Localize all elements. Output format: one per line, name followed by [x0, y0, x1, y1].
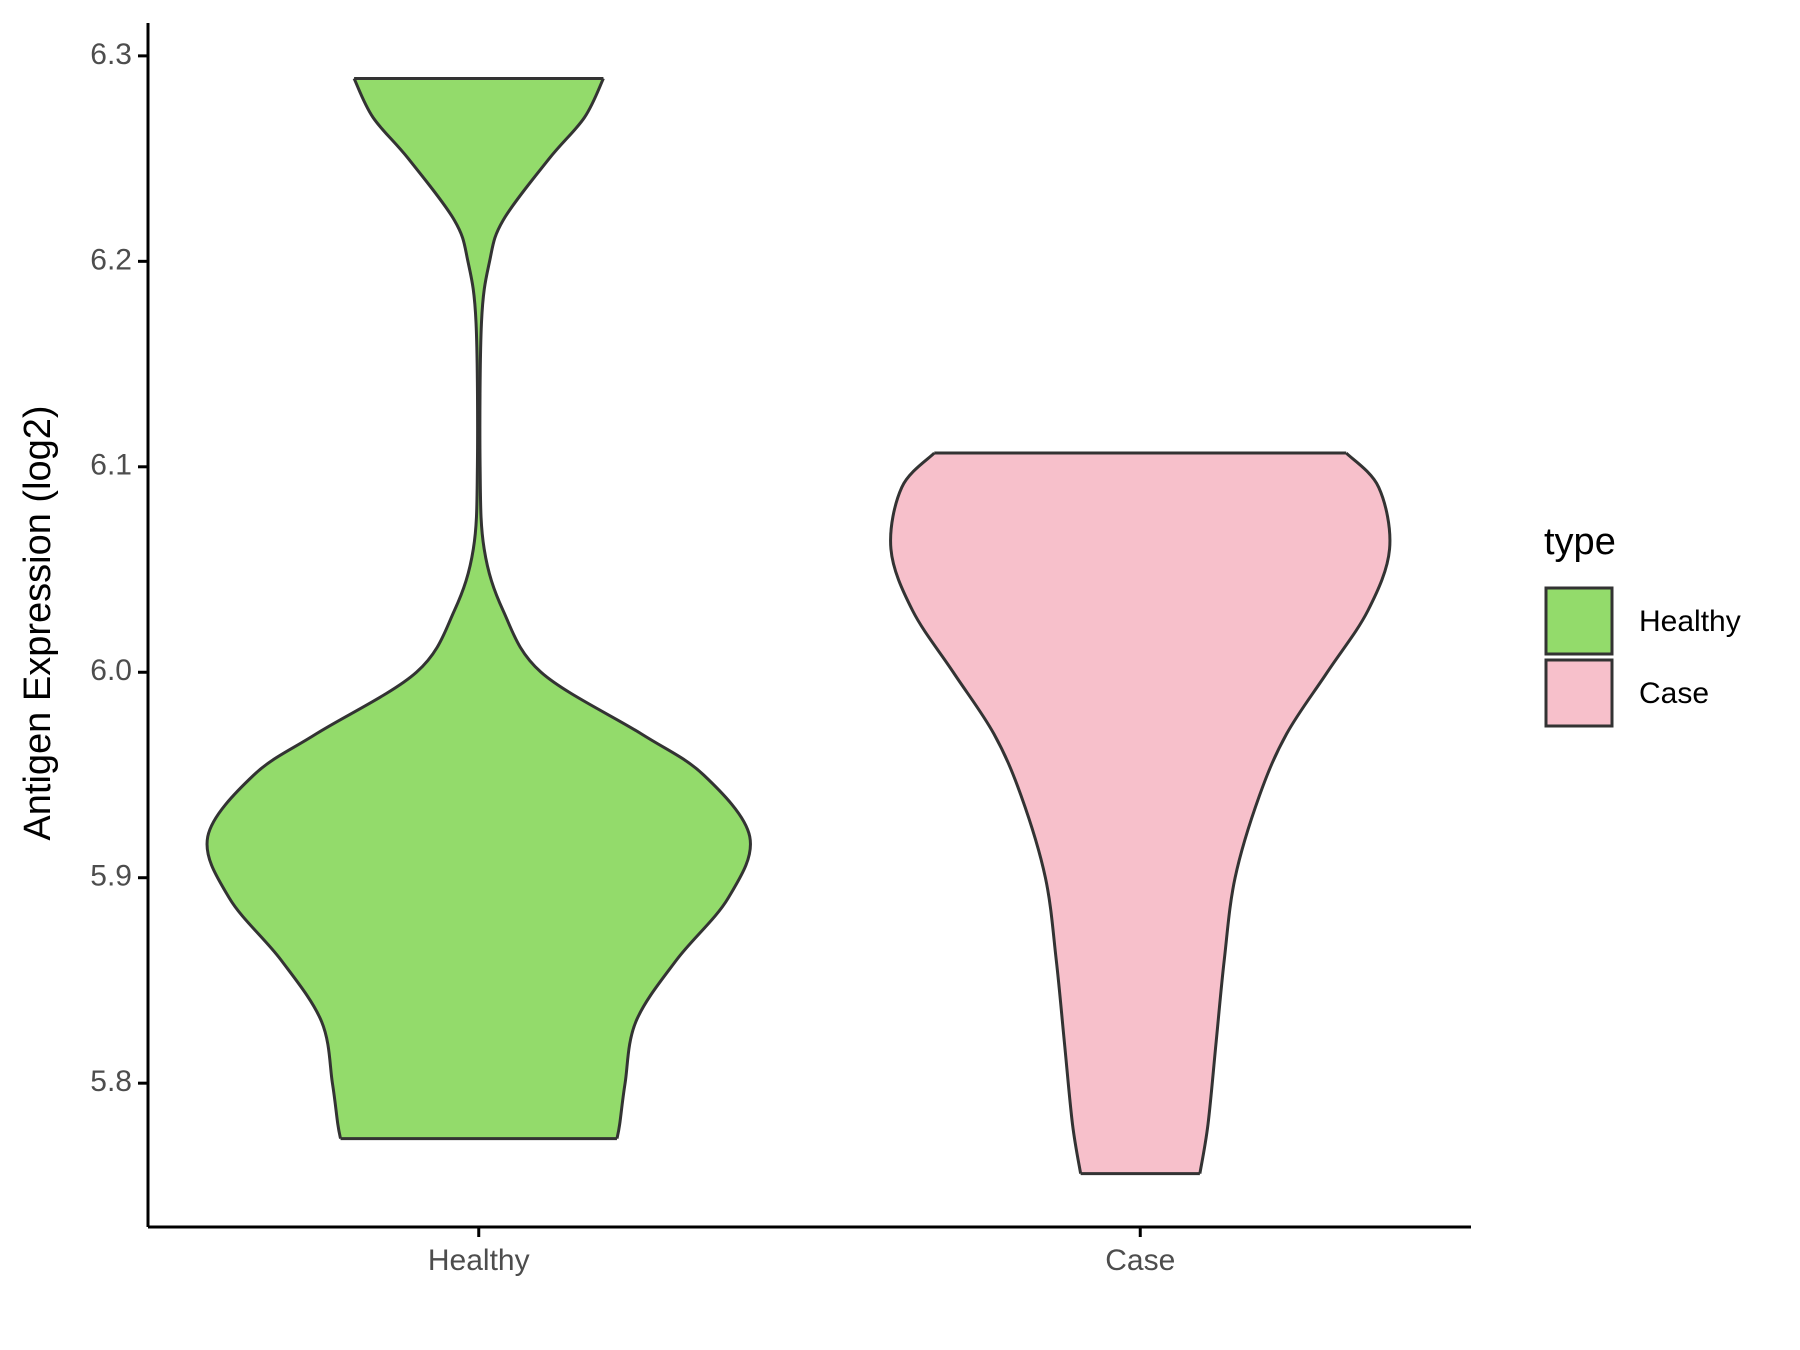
x-tick-label: Case: [1105, 1244, 1175, 1277]
y-axis-title: Antigen Expression (log2): [17, 405, 59, 840]
violin-body: [890, 453, 1390, 1174]
violin-body: [207, 78, 751, 1139]
y-tick-label: 6.0: [90, 654, 132, 687]
y-tick-label: 6.3: [90, 38, 132, 71]
violin-edge: [205, 77, 480, 1139]
y-tick-label: 6.2: [90, 243, 132, 276]
legend-key: [1544, 658, 1614, 728]
legend-label: Case: [1639, 677, 1709, 710]
violin-edge: [478, 77, 752, 1139]
y-tick-label: 6.1: [90, 449, 132, 482]
legend-title: type: [1544, 521, 1616, 563]
violin-edge: [889, 451, 1083, 1174]
legend-key: [1544, 586, 1614, 656]
x-tick-label: Healthy: [428, 1244, 530, 1277]
y-tick-label: 5.9: [90, 860, 132, 893]
violin-edge: [1198, 451, 1392, 1174]
legend-label: Healthy: [1639, 605, 1741, 638]
y-tick-label: 5.8: [90, 1065, 132, 1098]
